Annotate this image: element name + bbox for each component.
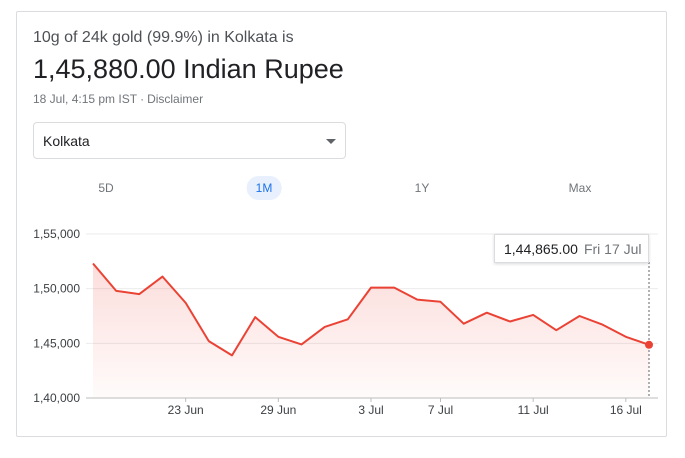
tab-1y[interactable]: 1Y: [414, 181, 430, 195]
timestamp: 18 Jul, 4:15 pm IST: [33, 92, 138, 106]
chevron-down-icon: [326, 139, 336, 144]
tooltip-date: Fri 17 Jul: [583, 241, 642, 257]
headline: 10g of 24k gold (99.9%) in Kolkata is: [33, 29, 294, 46]
chart-tooltip: 1,44,865.00 Fri 17 Jul: [494, 234, 649, 263]
price-meta: 18 Jul, 4:15 pm IST · Disclaimer: [33, 92, 203, 106]
tab-1m[interactable]: 1M: [246, 176, 282, 200]
city-select[interactable]: Kolkata: [33, 122, 346, 159]
current-price: 1,45,880.00 Indian Rupee: [33, 54, 344, 84]
tooltip-value: 1,44,865.00: [504, 241, 578, 257]
disclaimer-link[interactable]: Disclaimer: [147, 92, 204, 106]
separator: ·: [140, 92, 145, 106]
tab-max[interactable]: Max: [568, 181, 592, 195]
tab-5d[interactable]: 5D: [98, 181, 114, 195]
city-select-value: Kolkata: [43, 133, 90, 149]
